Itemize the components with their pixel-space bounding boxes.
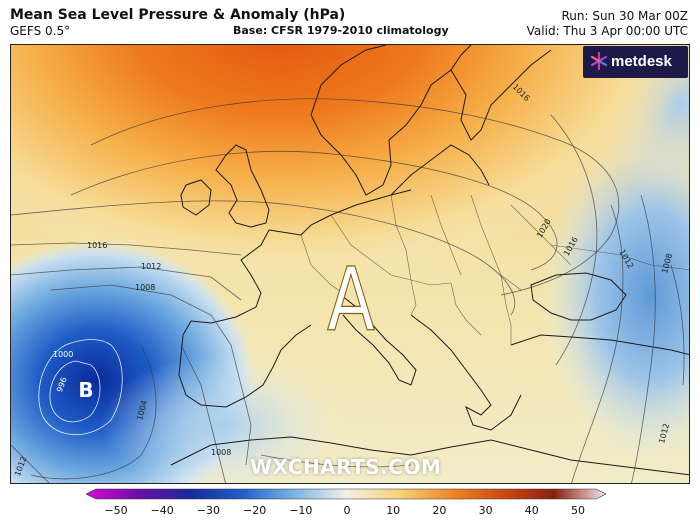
colorbar-tick-label: −30 — [196, 504, 220, 517]
isobar-label: 1008 — [135, 283, 155, 292]
colorbar-tick-label: −40 — [150, 504, 174, 517]
chart-header: Mean Sea Level Pressure & Anomaly (hPa) … — [0, 0, 700, 46]
isobar-label: 1016 — [87, 241, 107, 250]
colorbar-gradient — [85, 488, 607, 500]
colorbar-tick-label: 0 — [343, 504, 351, 517]
metdesk-logo: metdesk — [583, 46, 688, 78]
isobar-label: 1008 — [211, 448, 231, 457]
valid-time-label: Valid: Thu 3 Apr 00:00 UTC — [526, 24, 688, 38]
colorbar-tick-label: 50 — [571, 504, 585, 517]
metdesk-logo-icon — [590, 51, 608, 71]
colorbar-tick-label: 40 — [524, 504, 539, 517]
colorbar: −50 −40 −30 −20 −10 0 10 20 30 40 50 — [85, 488, 607, 522]
low-pressure-marker: B — [78, 378, 93, 402]
colorbar-tick-label: −20 — [242, 504, 267, 517]
base-climatology-label: Base: CFSR 1979-2010 climatology — [233, 24, 449, 37]
iberia-negative-anomaly — [101, 355, 341, 483]
high-pressure-marker: A — [327, 248, 375, 351]
map-canvas: 1016 1012 1008 1000 996 1004 1008 1012 1… — [11, 45, 689, 483]
pressure-anomaly-map: 1016 1012 1008 1000 996 1004 1008 1012 1… — [10, 44, 690, 484]
run-label: Run: Sun 30 Mar 00Z — [561, 9, 688, 23]
country-borders — [300, 194, 689, 345]
colorbar-tick-label: −50 — [104, 504, 128, 517]
isobars — [11, 98, 685, 483]
isobar-label: 1012 — [141, 262, 161, 271]
chart-title: Mean Sea Level Pressure & Anomaly (hPa) — [10, 7, 346, 23]
colorbar-tick-label: 20 — [432, 504, 447, 517]
colorbar-tick-label: −10 — [289, 504, 313, 517]
isobar-label: 1000 — [53, 350, 73, 359]
metdesk-logo-text: metdesk — [611, 53, 672, 70]
colorbar-tick-label: 10 — [386, 504, 401, 517]
watermark: WXCHARTS.COM — [250, 455, 442, 479]
model-label: GEFS 0.5° — [10, 24, 71, 38]
colorbar-scale — [85, 488, 607, 500]
colorbar-tick-label: 30 — [478, 504, 493, 517]
